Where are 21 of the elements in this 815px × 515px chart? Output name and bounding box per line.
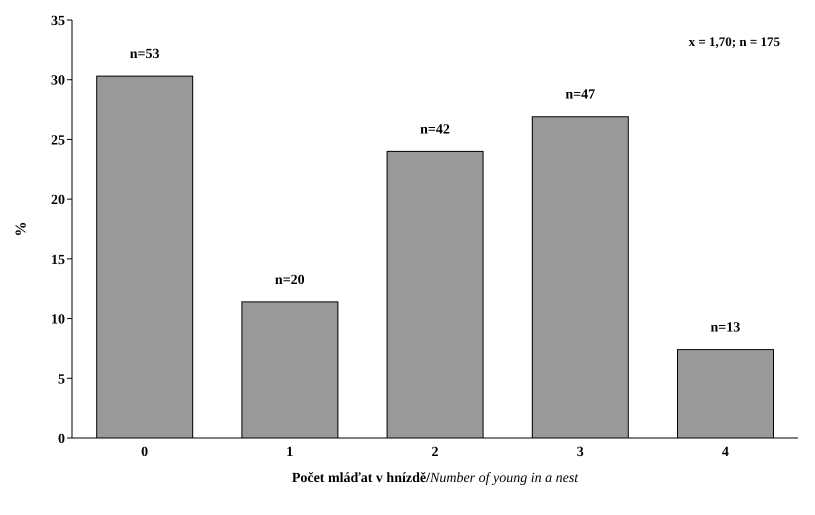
annotation: n=20 [274,272,305,288]
y-tick-label: 25 [51,133,65,148]
x-tick-label: 1 [286,444,294,460]
y-tick-label: 30 [51,74,65,89]
x-axis-title: Počet mláďat v hnízdě/Number of young in a nest [292,471,580,486]
annotation: n=53 [130,47,160,62]
annotation: n=47 [565,88,596,103]
y-tick-label: 20 [51,193,65,208]
y-axis-title: % [13,222,30,236]
x-tick-label: 0 [141,444,148,460]
x-tick-label: 4 [722,444,729,460]
annotation: n=42 [420,122,450,138]
annotation: x = 1,70; n = 175 [688,34,780,50]
annotation: n=13 [710,320,740,336]
y-tick-label: 10 [51,312,65,328]
y-tick-label: 15 [51,252,65,268]
x-tick-label: 3 [576,444,584,460]
y-tick-label: 5 [58,372,65,388]
y-tick-label: 35 [51,14,65,29]
x-tick-label: 2 [432,444,438,460]
y-tick-label: 0 [58,432,65,447]
